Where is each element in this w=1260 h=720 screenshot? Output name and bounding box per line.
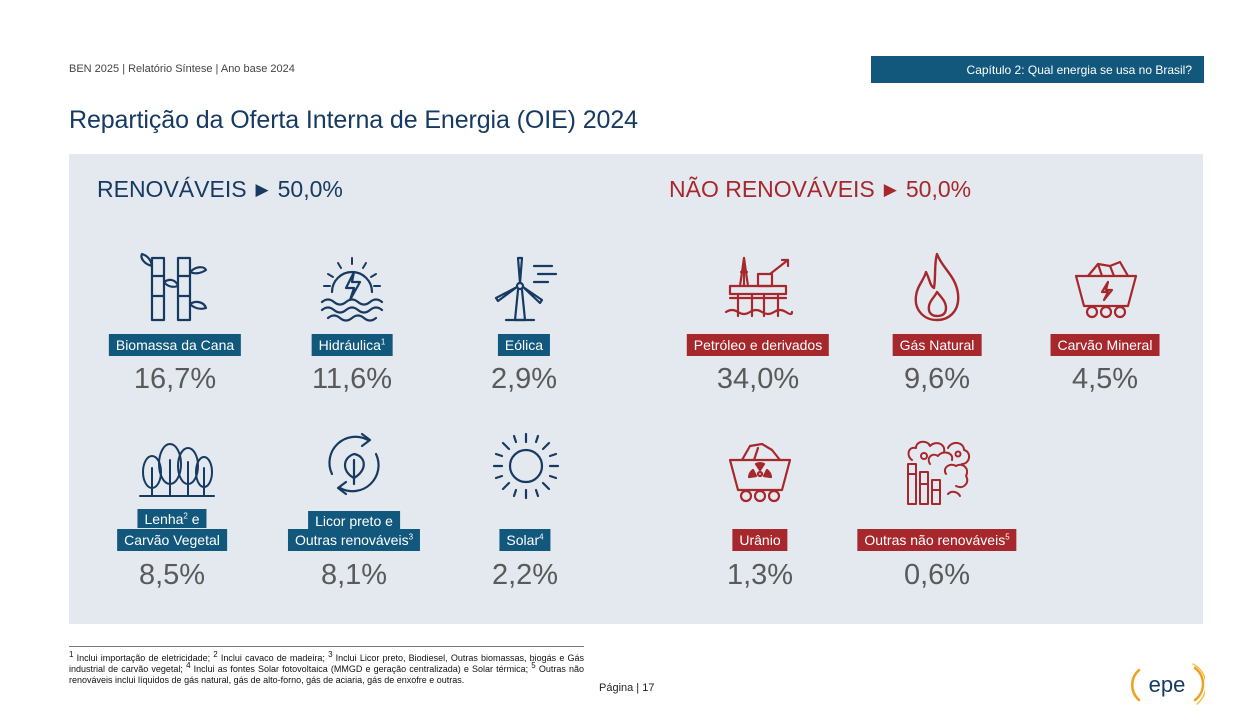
chapter-banner: Capítulo 2: Qual energia se usa no Brasi… xyxy=(871,56,1204,83)
label-licor-line2: Outras renováveis3 xyxy=(287,529,421,551)
svg-text:epe: epe xyxy=(1149,672,1186,697)
wind-turbine-icon xyxy=(494,256,558,322)
label-uranio: Urânio xyxy=(732,529,788,551)
label-lenha-line1: Lenha2 e xyxy=(137,509,207,528)
triangle-icon: ▶ xyxy=(883,179,897,199)
sun-icon xyxy=(492,432,560,500)
label-licor-line1: Licor preto e xyxy=(308,511,400,530)
label-carvao-mineral: Carvão Mineral xyxy=(1050,334,1160,356)
oil-platform-icon xyxy=(724,256,794,318)
report-header: BEN 2025 | Relatório Síntese | Ano base … xyxy=(69,63,295,75)
hydro-icon xyxy=(320,257,384,322)
label-outras-nao-renovaveis: Outras não renováveis5 xyxy=(857,529,1017,551)
label-solar: Solar4 xyxy=(499,529,551,551)
value-biomassa-cana: 16,7% xyxy=(133,363,217,395)
label-gas-natural: Gás Natural xyxy=(892,334,982,356)
coal-cart-icon xyxy=(1074,260,1138,319)
value-outras-nao-renovaveis: 0,6% xyxy=(903,559,971,591)
chapter-label: Capítulo 2: Qual energia se usa no Brasi… xyxy=(966,62,1192,77)
value-lenha-carvao: 8,5% xyxy=(138,559,206,591)
label-lenha-line2: Carvão Vegetal xyxy=(117,529,227,551)
value-uranio: 1,3% xyxy=(726,559,794,591)
value-petroleo: 34,0% xyxy=(716,363,800,395)
nonrenewables-name: NÃO RENOVÁVEIS xyxy=(669,176,875,202)
page-number: Página | 17 xyxy=(599,682,655,694)
value-licor-outras: 8,1% xyxy=(320,559,388,591)
label-petroleo: Petróleo e derivados xyxy=(686,334,830,356)
label-biomassa-cana: Biomassa da Cana xyxy=(108,334,242,356)
page-title: Repartição da Oferta Interna de Energia … xyxy=(69,106,638,134)
value-carvao-mineral: 4,5% xyxy=(1071,363,1139,395)
content-panel xyxy=(69,154,1203,624)
industry-smoke-icon xyxy=(907,440,970,505)
flame-icon xyxy=(914,252,960,322)
label-eolica: Eólica xyxy=(497,334,551,356)
renewables-total: 50,0% xyxy=(277,176,343,202)
renewables-header: RENOVÁVEIS ▶ 50,0% xyxy=(97,176,343,203)
nonrenewables-header: NÃO RENOVÁVEIS ▶ 50,0% xyxy=(669,176,971,203)
value-gas-natural: 9,6% xyxy=(903,363,971,395)
sugarcane-icon xyxy=(140,252,208,322)
value-eolica: 2,9% xyxy=(490,363,558,395)
footnote: 1 Inclui importação de eletricidade; 2 I… xyxy=(69,646,584,686)
uranium-cart-icon xyxy=(728,442,792,503)
value-hidraulica: 11,6% xyxy=(311,363,393,395)
epe-logo: epe xyxy=(1130,663,1205,705)
nonrenewables-total: 50,0% xyxy=(905,176,972,202)
forest-icon xyxy=(139,443,215,497)
triangle-icon: ▶ xyxy=(255,179,269,199)
label-hidraulica: Hidráulica1 xyxy=(311,334,393,356)
value-solar: 2,2% xyxy=(491,559,559,591)
renewables-name: RENOVÁVEIS xyxy=(97,176,247,202)
recycle-leaf-icon xyxy=(328,432,380,496)
